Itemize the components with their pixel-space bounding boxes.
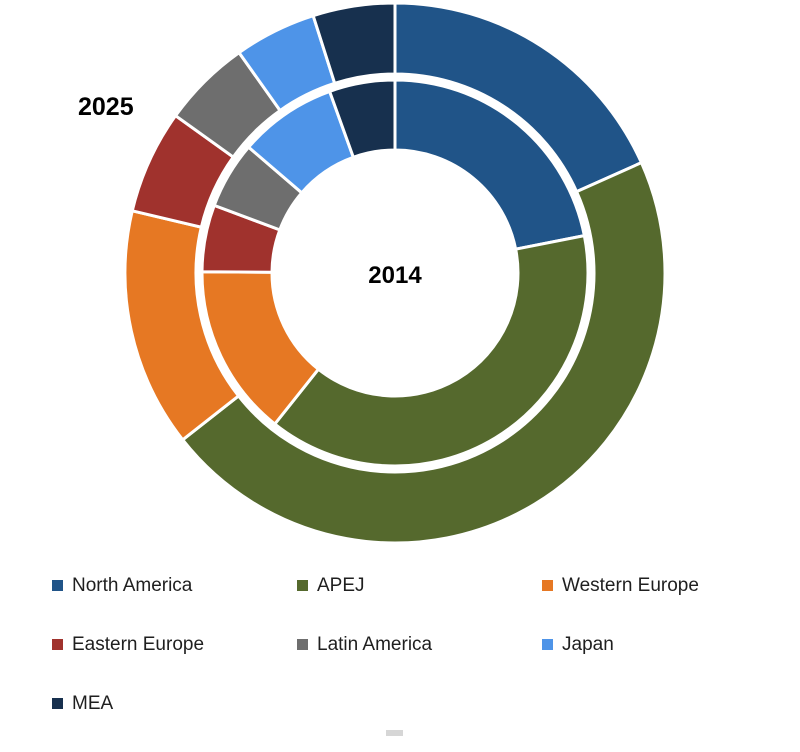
legend-item-north-america: North America [52,575,297,634]
legend-swatch-japan [542,639,553,650]
legend-label-western-europe: Western Europe [562,575,699,596]
legend-swatch-latin-america [297,639,308,650]
legend-item-latin-america: Latin America [297,634,542,693]
legend-label-japan: Japan [562,634,614,655]
bottom-edge-fragment [386,730,403,736]
legend-label-mea: MEA [72,693,114,714]
legend-swatch-north-america [52,580,63,591]
segment-2014-mea [327,78,397,160]
segment-2025-apej [180,160,667,545]
legend-swatch-mea [52,698,63,709]
legend-item-western-europe: Western Europe [542,575,787,634]
legend-swatch-western-europe [542,580,553,591]
legend-item-mea: MEA [52,693,297,752]
legend-label-north-america: North America [72,575,193,596]
legend-label-latin-america: Latin America [317,634,433,655]
chart-legend: North America APEJ Western Europe Easter… [52,575,787,752]
legend-label-eastern-europe: Eastern Europe [72,634,205,655]
legend-swatch-eastern-europe [52,639,63,650]
legend-item-apej: APEJ [297,575,542,634]
segment-2014-apej [272,233,590,468]
legend-item-eastern-europe: Eastern Europe [52,634,297,693]
segment-2025-mea [311,1,397,86]
legend-label-apej: APEJ [317,575,365,596]
donut-chart [123,1,667,545]
donut-chart-figure: 2025 2014 North America APEJ Western Eur… [52,1,699,736]
inner-ring-year-label: 2014 [368,262,422,289]
outer-ring-year-label: 2025 [78,93,134,121]
legend-item-japan: Japan [542,634,787,693]
legend-swatch-apej [297,580,308,591]
